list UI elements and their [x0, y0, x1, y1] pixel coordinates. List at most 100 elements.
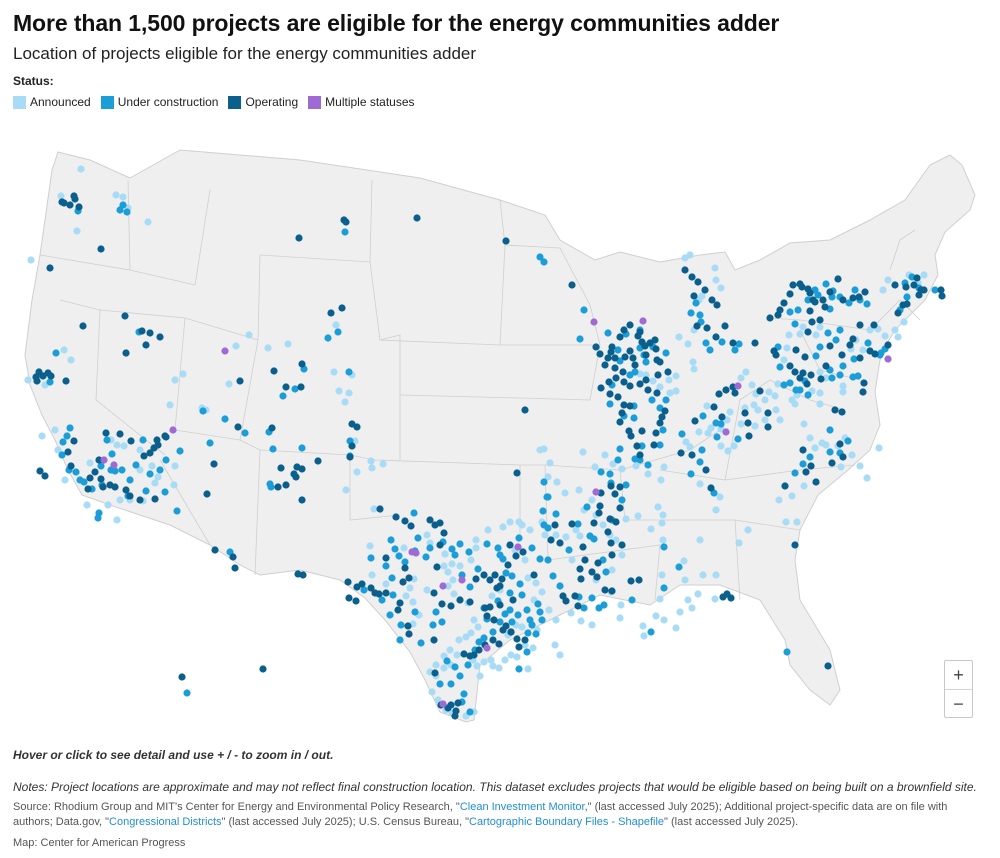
project-marker[interactable] [626, 347, 634, 355]
project-marker[interactable] [544, 556, 552, 564]
project-marker[interactable] [567, 609, 575, 617]
project-marker[interactable] [298, 496, 306, 504]
project-marker[interactable] [780, 299, 788, 307]
project-marker[interactable] [460, 690, 468, 698]
project-marker[interactable] [717, 442, 725, 450]
project-marker[interactable] [360, 586, 368, 594]
project-marker[interactable] [436, 541, 444, 549]
project-marker[interactable] [716, 493, 724, 501]
project-marker[interactable] [291, 385, 299, 393]
project-marker[interactable] [231, 564, 239, 572]
project-marker[interactable] [501, 610, 509, 618]
project-marker[interactable] [499, 523, 507, 531]
project-marker[interactable] [183, 689, 191, 697]
project-marker[interactable] [824, 329, 832, 337]
project-marker[interactable] [382, 554, 390, 562]
project-marker[interactable] [32, 373, 40, 381]
project-marker[interactable] [518, 521, 526, 529]
project-marker[interactable] [206, 439, 214, 447]
project-marker[interactable] [426, 544, 434, 552]
project-marker[interactable] [658, 519, 666, 527]
project-marker[interactable] [481, 604, 489, 612]
project-marker[interactable] [47, 372, 55, 380]
project-marker[interactable] [97, 245, 105, 253]
project-marker[interactable] [838, 351, 846, 359]
project-marker[interactable] [793, 518, 801, 526]
project-marker[interactable] [536, 555, 544, 563]
project-marker[interactable] [451, 712, 459, 720]
project-marker[interactable] [446, 646, 454, 654]
project-marker[interactable] [792, 386, 800, 394]
project-marker[interactable] [591, 463, 599, 471]
project-marker[interactable] [597, 468, 605, 476]
project-marker[interactable] [693, 322, 701, 330]
project-marker[interactable] [803, 380, 811, 388]
project-marker[interactable] [524, 629, 532, 637]
project-marker[interactable] [792, 346, 800, 354]
project-marker[interactable] [782, 518, 790, 526]
project-marker[interactable] [532, 579, 540, 587]
project-marker[interactable] [684, 596, 692, 604]
project-marker[interactable] [875, 444, 883, 452]
project-marker[interactable] [611, 490, 619, 498]
project-marker[interactable] [456, 562, 464, 570]
project-marker[interactable] [480, 634, 488, 642]
project-marker[interactable] [791, 320, 799, 328]
project-marker[interactable] [799, 460, 807, 468]
project-marker[interactable] [538, 588, 546, 596]
project-marker[interactable] [826, 448, 834, 456]
project-marker[interactable] [506, 606, 514, 614]
project-marker[interactable] [839, 453, 847, 461]
project-marker[interactable] [332, 321, 340, 329]
project-marker[interactable] [849, 294, 857, 302]
project-marker[interactable] [467, 629, 475, 637]
project-marker[interactable] [772, 351, 780, 359]
project-marker[interactable] [268, 424, 276, 432]
project-marker[interactable] [672, 387, 680, 395]
project-marker[interactable] [414, 534, 422, 542]
project-marker[interactable] [681, 266, 689, 274]
project-marker[interactable] [367, 457, 375, 465]
project-marker[interactable] [696, 480, 704, 488]
project-marker[interactable] [717, 420, 725, 428]
project-marker[interactable] [660, 543, 668, 551]
project-marker[interactable] [368, 464, 376, 472]
project-marker[interactable] [146, 449, 154, 457]
project-marker[interactable] [406, 584, 414, 592]
project-marker[interactable] [352, 597, 360, 605]
project-marker[interactable] [148, 462, 156, 470]
project-marker[interactable] [786, 362, 794, 370]
project-marker[interactable] [620, 378, 628, 386]
project-marker[interactable] [866, 326, 874, 334]
project-marker[interactable] [559, 592, 567, 600]
project-marker[interactable] [806, 453, 814, 461]
project-marker[interactable] [620, 401, 628, 409]
project-marker[interactable] [401, 564, 409, 572]
project-marker[interactable] [659, 426, 667, 434]
project-marker[interactable] [660, 616, 668, 624]
project-marker[interactable] [338, 304, 346, 312]
project-marker[interactable] [552, 616, 560, 624]
project-marker[interactable] [616, 445, 624, 453]
project-marker[interactable] [765, 388, 773, 396]
project-marker[interactable] [519, 548, 527, 556]
project-marker[interactable] [680, 557, 688, 565]
project-marker[interactable] [712, 506, 720, 514]
project-marker[interactable] [59, 438, 67, 446]
project-marker[interactable] [496, 601, 504, 609]
project-marker[interactable] [666, 389, 674, 397]
project-marker[interactable] [894, 309, 902, 317]
project-marker[interactable] [438, 600, 446, 608]
project-marker[interactable] [686, 251, 694, 259]
project-marker[interactable] [618, 496, 626, 504]
project-marker[interactable] [606, 515, 614, 523]
project-marker[interactable] [179, 370, 187, 378]
project-marker[interactable] [806, 307, 814, 315]
project-marker[interactable] [794, 306, 802, 314]
project-marker[interactable] [139, 436, 147, 444]
project-marker[interactable] [513, 469, 521, 477]
project-marker[interactable] [97, 462, 105, 470]
project-marker[interactable] [526, 526, 534, 534]
project-marker[interactable] [61, 476, 69, 484]
project-marker[interactable] [97, 475, 105, 483]
